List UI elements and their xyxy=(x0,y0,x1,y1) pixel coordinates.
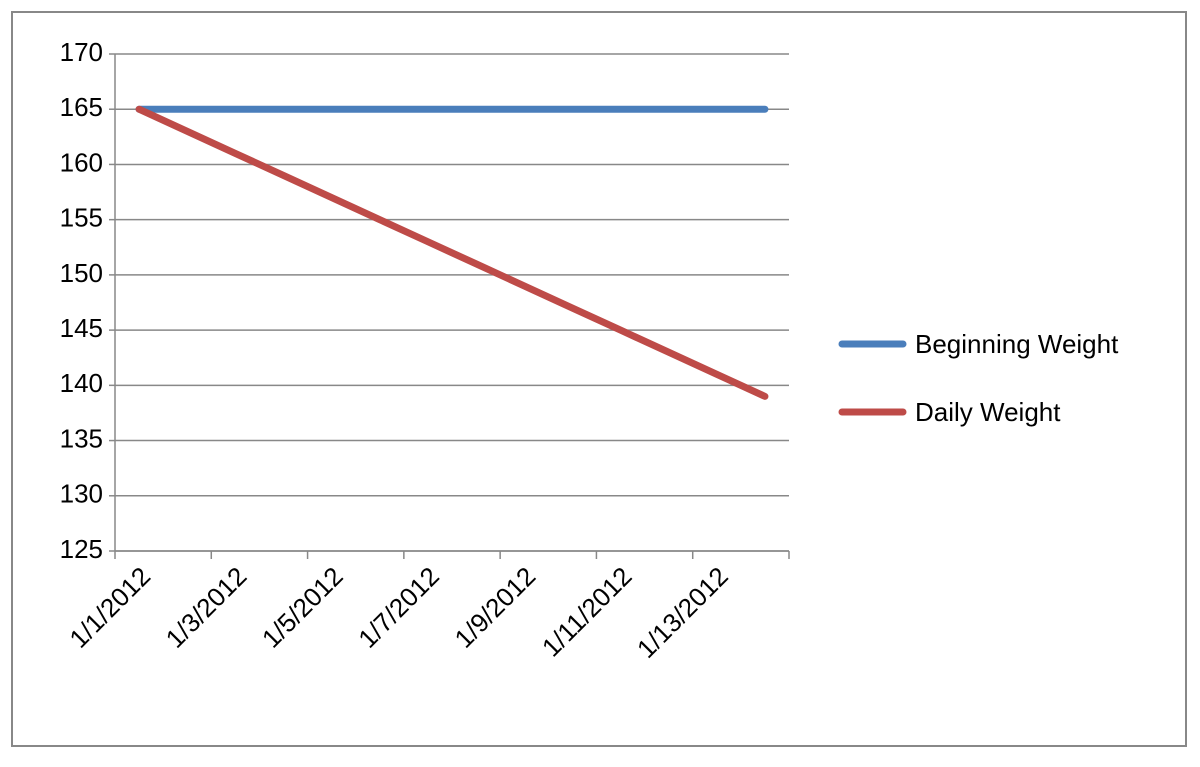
y-tick-label: 140 xyxy=(60,368,103,398)
y-tick-label: 130 xyxy=(60,479,103,509)
chart-border xyxy=(11,11,1187,747)
y-tick-label: 170 xyxy=(60,37,103,67)
y-tick-label: 165 xyxy=(60,92,103,122)
y-tick-label: 160 xyxy=(60,147,103,177)
y-tick-label: 155 xyxy=(60,203,103,233)
legend-label: Daily Weight xyxy=(915,397,1061,427)
legend-label: Beginning Weight xyxy=(915,329,1119,359)
y-tick-label: 150 xyxy=(60,258,103,288)
y-tick-label: 145 xyxy=(60,313,103,343)
y-tick-label: 135 xyxy=(60,423,103,453)
y-tick-label: 125 xyxy=(60,534,103,564)
data-line xyxy=(135,105,769,400)
